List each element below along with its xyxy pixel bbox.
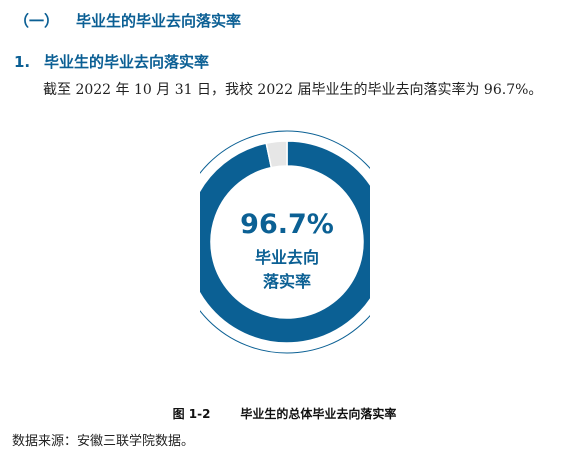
subsection-heading: 1. 毕业生的毕业去向落实率 (14, 51, 209, 72)
subsection-number: 1. (14, 53, 31, 71)
figure-caption: 图 1-2 毕业生的总体毕业去向落实率 (0, 405, 569, 422)
section-number: （一） (14, 12, 60, 30)
donut-chart: 96.7% 毕业去向 落实率 (200, 130, 370, 354)
section-heading: （一） 毕业生的毕业去向落实率 (14, 10, 241, 31)
center-label-line-1: 毕业去向 (255, 248, 319, 267)
section-title-text: 毕业生的毕业去向落实率 (76, 12, 242, 30)
center-label-line-2: 落实率 (263, 272, 311, 291)
subsection-title-text: 毕业生的毕业去向落实率 (44, 53, 210, 71)
donut-slice-0 (200, 140, 370, 344)
donut-slice-1 (265, 140, 288, 169)
donut-outer-ring (200, 130, 370, 354)
figure-title: 毕业生的总体毕业去向落实率 (240, 407, 397, 421)
donut-slices (200, 140, 370, 344)
center-value-label: 96.7% (240, 209, 334, 240)
figure-number: 图 1-2 (172, 407, 211, 421)
body-paragraph: 截至 2022 年 10 月 31 日，我校 2022 届毕业生的毕业去向落实率… (43, 82, 543, 98)
data-source-note: 数据来源：安徽三联学院数据。 (12, 434, 195, 449)
